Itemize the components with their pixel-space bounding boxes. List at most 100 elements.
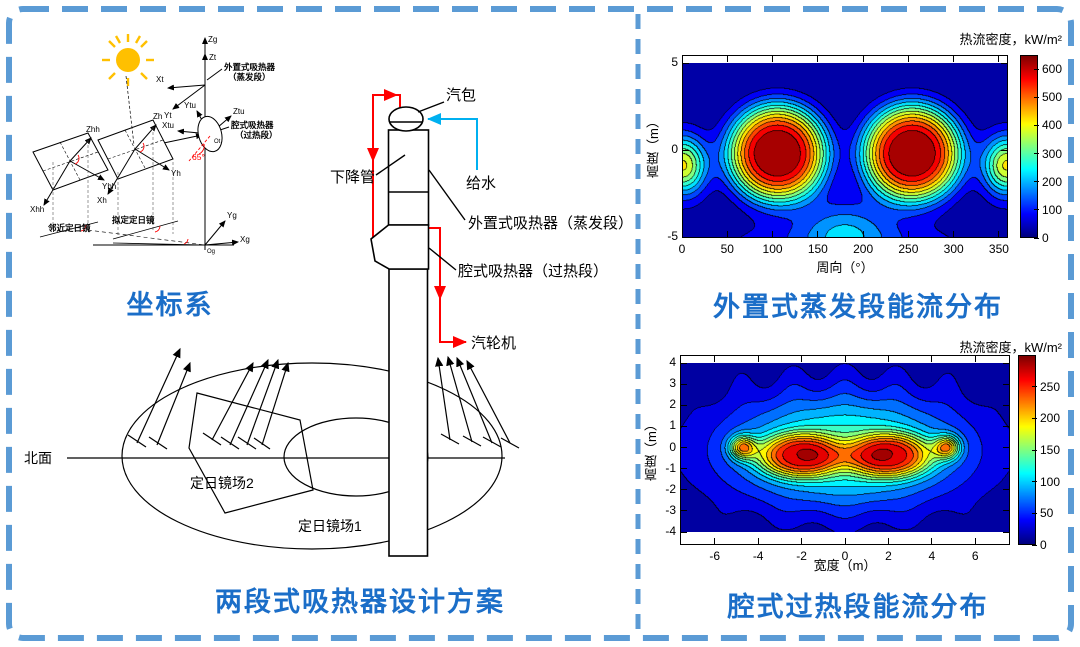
y-tick <box>681 489 687 491</box>
y-tick-label: 0 <box>671 142 678 156</box>
sun-icon <box>102 34 154 86</box>
x-tick <box>907 56 909 62</box>
x-tick <box>887 356 889 362</box>
colorbar-tick <box>1032 481 1037 483</box>
y-tick <box>1001 236 1007 238</box>
x-tick <box>887 538 889 544</box>
y-tick <box>1003 404 1009 406</box>
x-tick-label: 0 <box>678 242 686 256</box>
y-tick <box>683 62 689 64</box>
x-tick-label: 250 <box>898 242 919 256</box>
x-tick-label: 150 <box>807 242 828 256</box>
colorbar-tick <box>1032 417 1037 419</box>
x-tick <box>817 56 819 62</box>
x-axis-label: 周向（°） <box>816 260 874 275</box>
colorbar-tick-label: 250 <box>1040 379 1061 394</box>
plot-caption: 外置式蒸发段能流分布 <box>713 292 1003 322</box>
contour-plot-superheater: 热流密度，kW/m² 高度（m） 宽度（m） 腔式过热段能流分布 -6 -4 -2 0… <box>640 335 1076 645</box>
heliostat-field-diagram: 北面 定日镜场2 定日镜场1 <box>24 347 520 550</box>
colorbar-tick <box>1034 68 1039 70</box>
colorbar <box>1020 55 1038 238</box>
x-tick <box>998 56 1000 62</box>
tilt-angle-label: 65° <box>192 152 205 162</box>
coordinate-caption: 坐标系 <box>126 290 214 320</box>
y-tick <box>681 531 687 533</box>
y-tick-label: 1 <box>669 418 676 433</box>
x-tick <box>907 231 909 237</box>
colorbar-tick-label: 150 <box>1040 443 1061 457</box>
colorbar-tick <box>1032 512 1037 514</box>
heliostat-near-mirror <box>32 132 109 206</box>
y-tick <box>1003 489 1009 491</box>
y-tick <box>1001 149 1007 151</box>
heliostat-ray-arrows <box>127 347 520 450</box>
y-tick-label: -4 <box>665 524 676 538</box>
axis-label: Xg <box>240 235 250 244</box>
y-tick <box>681 468 687 470</box>
y-tick <box>681 447 687 448</box>
x-tick <box>726 56 728 62</box>
axis-label: Yg <box>227 211 237 220</box>
colorbar-tick <box>1034 124 1039 126</box>
x-tick <box>953 56 955 62</box>
x-tick <box>931 356 933 362</box>
x-tick-label: 200 <box>853 242 874 256</box>
y-tick <box>1001 62 1007 64</box>
axis-label: Zh <box>153 112 162 121</box>
x-tick <box>757 356 759 362</box>
colorbar-tick-label: 400 <box>1042 118 1063 133</box>
x-tick-label: 50 <box>720 242 734 256</box>
colorbar-tick <box>1032 544 1037 546</box>
axis-label: Zhh <box>86 125 100 134</box>
axis-label: Yh <box>171 169 181 178</box>
y-tick-label: -3 <box>665 502 676 517</box>
axis-label: Ot <box>214 139 221 145</box>
y-tick <box>683 236 689 238</box>
y-tick-label: -2 <box>665 481 676 496</box>
colorbar-tick <box>1034 153 1039 155</box>
y-tick <box>681 510 687 512</box>
heliostat-near-label: 邻近定日镜 <box>48 223 91 233</box>
field1-label: 定日镜场1 <box>298 518 362 534</box>
axis-label: Yhh <box>102 182 116 191</box>
field-outlines <box>67 362 505 550</box>
x-tick-label: -2 <box>796 549 807 563</box>
colorbar-tick-label: 100 <box>1042 202 1063 217</box>
y-tick-label: -5 <box>667 229 678 243</box>
colorbar-tick-label: 200 <box>1040 411 1061 426</box>
y-tick <box>681 404 687 406</box>
x-tick <box>726 231 728 237</box>
contour-plot-evaporator: 热流密度，kW/m² 高度（m） 周向（°） 外置式蒸发段能流分布 0 50 100… <box>640 15 1076 333</box>
y-tick <box>1003 447 1009 448</box>
x-tick <box>862 231 864 237</box>
y-tick <box>1003 425 1009 427</box>
heliostat-target-label: 拟定定日镜 <box>112 215 155 225</box>
contour-canvas <box>683 63 1007 237</box>
x-tick <box>998 231 1000 237</box>
tilt-angle-marks <box>188 135 211 162</box>
colorbar-tick-label: 100 <box>1040 474 1061 489</box>
y-tick-label: 4 <box>669 355 676 369</box>
turbine-label: 汽轮机 <box>471 335 516 352</box>
y-tick <box>681 362 687 364</box>
colorbar-tick-label: 600 <box>1042 62 1063 77</box>
colorbar-tick <box>1034 237 1039 239</box>
colorbar-tick <box>1032 386 1037 388</box>
x-tick <box>844 538 846 544</box>
external-receiver-label: 外置式吸热器 <box>223 62 276 72</box>
steam-pipe-lines <box>367 89 467 348</box>
x-axis-label: 宽度（m） <box>813 558 877 573</box>
y-tick-label: 2 <box>669 397 676 412</box>
axis-label: Og <box>207 249 215 255</box>
x-tick <box>974 538 976 544</box>
colorbar-tick <box>1034 96 1039 98</box>
external-receiver-label2: （蒸发段） <box>228 72 271 82</box>
angle-arc-marks <box>74 142 189 245</box>
dashed-border <box>6 6 1074 641</box>
colorbar-tick <box>1034 181 1039 183</box>
colorbar-tick <box>1032 449 1037 451</box>
axis-label: Ytu <box>184 101 196 110</box>
x-tick <box>862 56 864 62</box>
